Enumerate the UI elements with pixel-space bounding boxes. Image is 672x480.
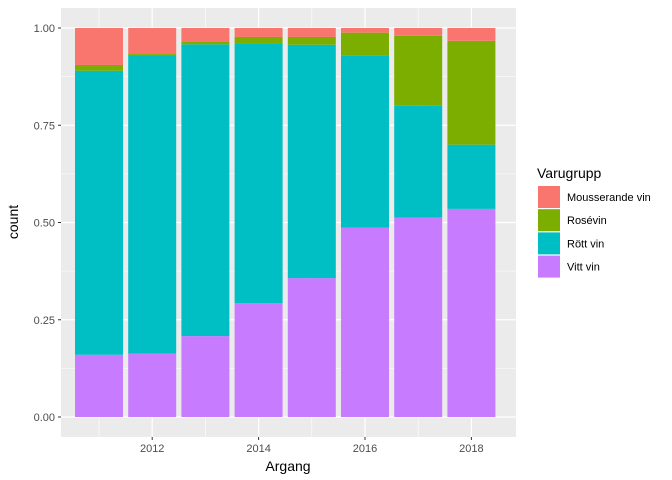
bar-segment-r-tt-vin-2016	[341, 55, 389, 228]
legend-swatch-ros-vin	[538, 209, 560, 232]
bar-segment-r-tt-vin-2017	[394, 105, 443, 218]
bar-segment-ros-vin-2013	[181, 41, 230, 45]
bar-segment-r-tt-vin-2012	[128, 56, 177, 354]
legend-label-ros-vin: Rosévin	[567, 215, 607, 227]
bar-segment-vitt-vin-2016	[341, 227, 389, 417]
legend: Varugrupp Mousserande vin Rosévin Rött vin…	[537, 165, 651, 278]
x-tick-label: 2016	[353, 443, 377, 455]
bars	[75, 28, 496, 417]
bar-segment-vitt-vin-2015	[287, 278, 336, 417]
x-axis: 2012 2014 2016 2018	[140, 437, 484, 455]
legend-swatch-vitt-vin	[538, 255, 560, 278]
bar-segment-r-tt-vin-2014	[234, 43, 283, 304]
y-tick-label: 0.25	[34, 315, 55, 327]
bar-segment-ros-vin-2015	[287, 36, 336, 45]
bar-segment-mousserande-vin-2013	[181, 28, 230, 42]
x-tick-label: 2018	[459, 443, 483, 455]
bar-segment-mousserande-vin-2017	[394, 28, 443, 36]
bar-segment-mousserande-vin-2012	[128, 28, 177, 55]
bar-segment-mousserande-vin-2016	[341, 28, 389, 33]
x-tick-label: 2014	[246, 443, 270, 455]
legend-label-vitt-vin: Vitt vin	[567, 262, 600, 274]
bar-segment-ros-vin-2018	[447, 40, 496, 145]
bar-segment-ros-vin-2017	[394, 35, 443, 106]
bar-segment-vitt-vin-2011	[75, 354, 123, 417]
x-tick-label: 2012	[140, 443, 164, 455]
y-tick-label: 0.50	[34, 218, 55, 230]
legend-label-r-tt-vin: Rött vin	[567, 238, 604, 250]
bar-segment-vitt-vin-2017	[394, 217, 443, 417]
bar-segment-ros-vin-2016	[341, 32, 389, 56]
legend-title: Varugrupp	[537, 165, 602, 181]
y-tick-label: 0.00	[34, 412, 55, 424]
bar-segment-mousserande-vin-2018	[447, 28, 496, 41]
x-axis-title: Argang	[265, 458, 310, 474]
bar-segment-vitt-vin-2013	[181, 336, 230, 417]
bar-segment-r-tt-vin-2011	[75, 70, 123, 355]
legend-swatch-r-tt-vin	[538, 232, 560, 255]
y-tick-label: 0.75	[34, 120, 55, 132]
bar-segment-ros-vin-2011	[75, 64, 123, 71]
legend-swatch-mousserande-vin	[538, 186, 560, 208]
y-axis: 0.00 0.25 0.50 0.75 1.00	[34, 23, 61, 424]
bar-segment-ros-vin-2014	[234, 36, 283, 44]
bar-segment-ros-vin-2012	[128, 54, 177, 57]
legend-label-mousserande-vin: Mousserande vin	[567, 192, 651, 204]
bar-segment-mousserande-vin-2011	[75, 28, 123, 65]
bar-segment-mousserande-vin-2015	[287, 28, 336, 37]
bar-segment-r-tt-vin-2015	[287, 44, 336, 279]
bar-segment-vitt-vin-2012	[128, 353, 177, 417]
bar-segment-vitt-vin-2018	[447, 208, 496, 417]
y-tick-label: 1.00	[34, 23, 55, 35]
bar-segment-vitt-vin-2014	[234, 303, 283, 417]
y-axis-title: count	[5, 205, 21, 239]
legend-items: Mousserande vin Rosévin Rött vin Vitt vin	[538, 186, 651, 278]
bar-segment-r-tt-vin-2018	[447, 144, 496, 209]
bar-segment-mousserande-vin-2014	[234, 28, 283, 37]
bar-segment-r-tt-vin-2013	[181, 44, 230, 337]
